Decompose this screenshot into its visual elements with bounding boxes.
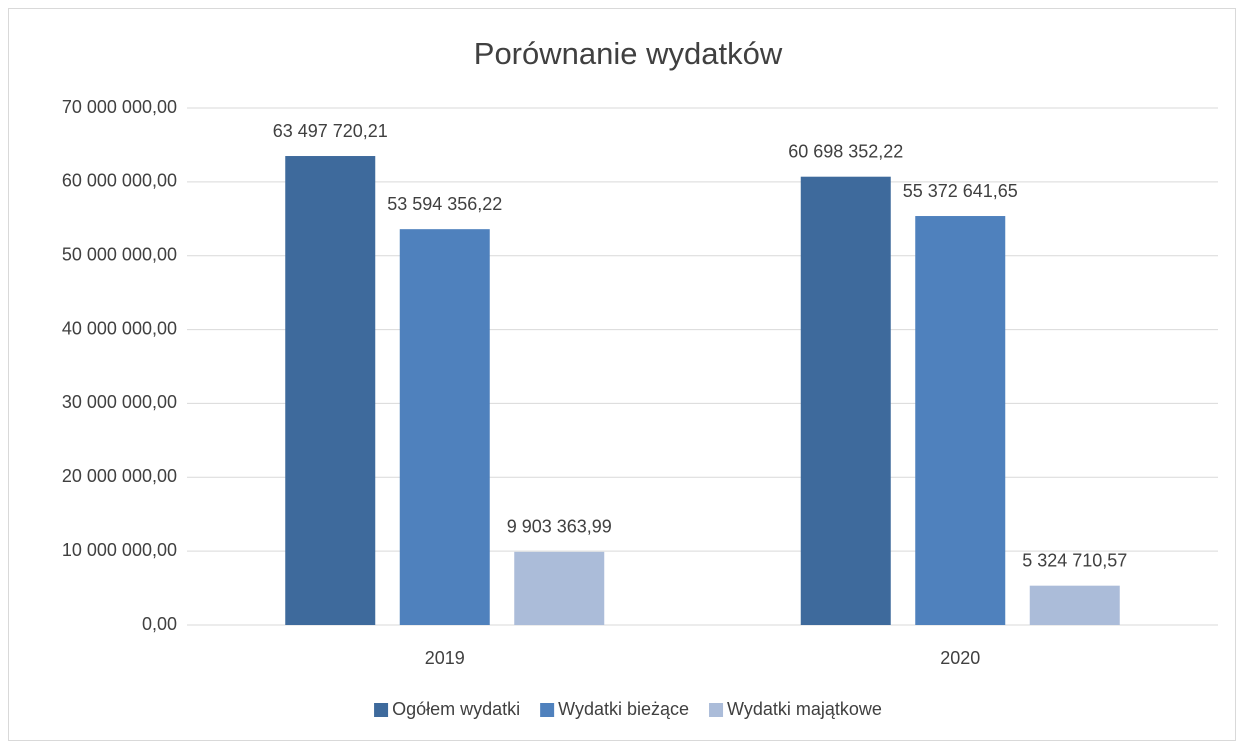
y-tick-label: 60 000 000,00 [62,171,177,191]
legend-swatch [540,703,555,717]
y-tick-label: 50 000 000,00 [62,244,177,264]
x-tick-label: 2019 [425,648,465,668]
bar [514,551,605,625]
y-tick-label: 30 000 000,00 [62,392,177,412]
chart-border [8,8,1236,741]
y-tick-label: 10 000 000,00 [62,540,177,560]
y-tick-label: 0,00 [142,614,177,634]
bar [285,156,376,625]
legend-label: Wydatki bieżące [558,699,689,719]
bar [800,176,891,625]
data-label: 63 497 720,21 [273,121,388,141]
bar [915,216,1006,625]
legend-label: Wydatki majątkowe [727,699,882,719]
y-tick-label: 40 000 000,00 [62,318,177,338]
legend-swatch [374,703,389,717]
x-tick-label: 2020 [940,648,980,668]
y-tick-label: 70 000 000,00 [62,97,177,117]
legend-swatch [709,703,724,717]
data-label: 55 372 641,65 [903,181,1018,201]
data-label: 53 594 356,22 [387,194,502,214]
chart-title: Porównanie wydatków [474,36,783,71]
legend-label: Ogółem wydatki [392,699,520,719]
bar [1029,585,1120,625]
bar [399,229,490,625]
data-label: 5 324 710,57 [1022,550,1127,570]
data-label: 9 903 363,99 [507,517,612,537]
data-label: 60 698 352,22 [788,141,903,161]
y-tick-label: 20 000 000,00 [62,466,177,486]
